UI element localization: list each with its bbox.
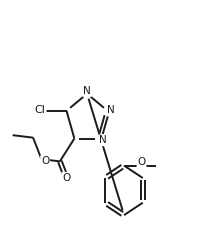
Text: N: N: [107, 105, 115, 115]
Text: O: O: [62, 173, 70, 183]
Text: O: O: [41, 156, 49, 166]
Text: N: N: [99, 135, 106, 145]
Text: Cl: Cl: [35, 105, 45, 115]
Text: N: N: [83, 86, 90, 96]
Text: O: O: [137, 157, 145, 167]
